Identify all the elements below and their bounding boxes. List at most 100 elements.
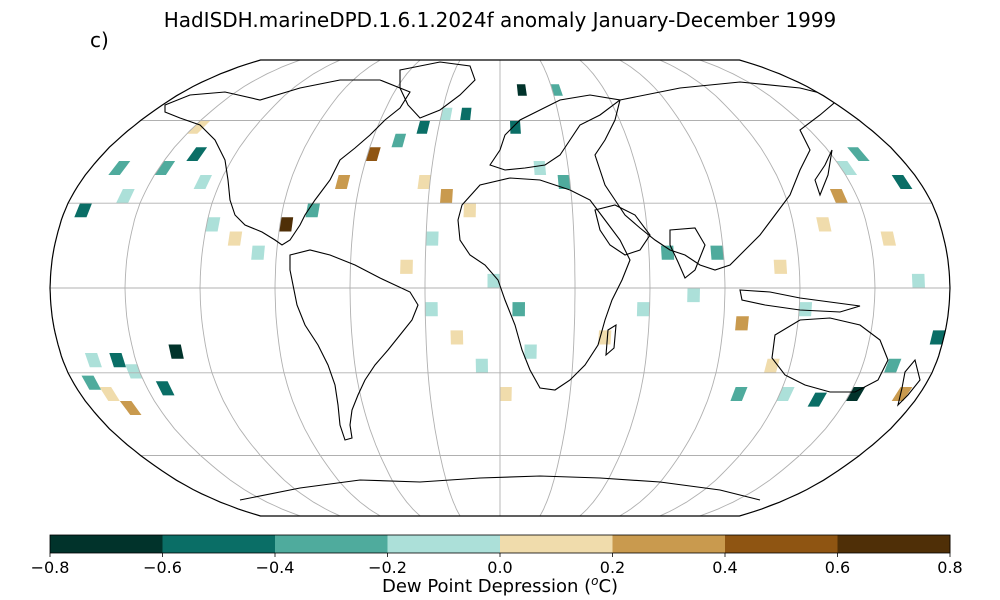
colorbar-tick-label: 0.8 [937, 558, 962, 577]
anomaly-cell [205, 217, 221, 232]
colorbar-tick-label: −0.8 [31, 558, 70, 577]
colorbar-segment [275, 535, 388, 553]
anomaly-cell [735, 316, 749, 331]
anomaly-cell [880, 231, 896, 246]
anomaly-cell [108, 161, 131, 175]
anomaly-cell [636, 302, 650, 317]
coast-antarctica [239, 475, 761, 501]
anomaly-cell [884, 358, 902, 373]
anomaly-cell [81, 375, 102, 390]
anomaly-cell [929, 330, 946, 345]
anomaly-cell [365, 147, 381, 161]
anomaly-cell [891, 387, 913, 401]
anomaly-cell [400, 259, 413, 274]
coast-india [669, 227, 706, 279]
anomaly-cell [440, 189, 453, 204]
anomaly-cell [193, 175, 212, 189]
coast-africa [457, 177, 631, 391]
coast-north-america [164, 79, 411, 246]
anomaly-cell [891, 175, 913, 189]
anomaly-cell [450, 330, 464, 345]
colorbar-tick-label: 0.2 [600, 558, 625, 577]
colorbar-tick-label: −0.6 [143, 558, 182, 577]
colorbar-tick-label: 0.6 [825, 558, 850, 577]
colorbar-tick-label: 0.4 [712, 558, 737, 577]
colorbar-segment [725, 535, 838, 553]
anomaly-cell [84, 353, 102, 368]
anomaly-cell [186, 120, 211, 134]
anomaly-cell [524, 344, 537, 359]
coast-indonesia [739, 289, 861, 313]
anomaly-cell [463, 203, 476, 218]
anomaly-cell [425, 231, 439, 246]
anomaly-cell [425, 302, 438, 317]
anomaly-cell [460, 107, 472, 121]
anomaly-cell [487, 273, 500, 288]
anomaly-cell [829, 189, 848, 204]
coast-greenland [399, 61, 476, 119]
anomaly-cell [475, 358, 488, 373]
colorbar [49, 534, 951, 554]
anomaly-cell [500, 387, 512, 401]
anomaly-cell [710, 245, 724, 260]
anomaly-cell [776, 387, 795, 401]
coast-australia [771, 317, 889, 393]
map-boundary [49, 59, 951, 517]
anomaly-cell [116, 189, 135, 204]
anomaly-cell [335, 175, 351, 189]
coastlines [164, 61, 921, 501]
anomaly-cell [74, 203, 92, 218]
graticule [50, 60, 950, 516]
anomaly-cell [440, 107, 453, 121]
anomaly-cell [109, 353, 126, 368]
colorbar-segment [50, 535, 163, 553]
anomaly-cell [119, 401, 142, 415]
coast-madagascar [605, 323, 617, 357]
anomaly-cell [911, 273, 925, 288]
anomaly-cell [279, 217, 294, 232]
anomaly-cell [154, 161, 176, 175]
anomaly-cell [845, 387, 866, 401]
anomaly-cell [687, 288, 700, 303]
anomaly-cell [416, 120, 431, 134]
coast-europe [489, 94, 622, 171]
anomaly-cell [391, 133, 407, 148]
anomaly-cell [155, 381, 175, 396]
colorbar-segment [837, 535, 951, 553]
colorbar-tick-label: −0.4 [256, 558, 295, 577]
anomaly-cell [168, 344, 184, 359]
anomaly-cell [550, 84, 563, 96]
colorbar-segment [500, 535, 613, 553]
map-title: HadISDH.marineDPD.1.6.1.2024f anomaly Ja… [163, 8, 837, 32]
colorbar-segment [162, 535, 276, 553]
anomaly-cells [74, 84, 946, 415]
anomaly-cell [516, 84, 527, 96]
anomaly-cell [798, 302, 813, 317]
anomaly-cell [512, 302, 525, 317]
anomaly-cell [227, 231, 243, 246]
coast-arabia [594, 204, 651, 256]
anomaly-cell [533, 161, 547, 175]
anomaly-cell [773, 259, 788, 274]
colorbar-ticks: −0.8 −0.6 −0.4 −0.2 0.0 0.2 0.4 0.6 0.8 [31, 553, 963, 577]
colorbar-label: Dew Point Depression (oC) [382, 574, 618, 597]
anomaly-cell [847, 147, 870, 161]
anomaly-cell [807, 392, 827, 407]
anomaly-cell [251, 245, 265, 260]
coast-asia [594, 81, 842, 271]
anomaly-cell [557, 175, 571, 189]
anomaly-cell [305, 203, 320, 218]
colorbar-segment [612, 535, 726, 553]
colorbar-segment [387, 535, 501, 553]
colorbar-tick-label: 0.0 [487, 558, 512, 577]
anomaly-cell [186, 147, 208, 161]
anomaly-cell [816, 217, 832, 232]
anomaly-cell [836, 161, 858, 175]
colorbar-tick-label: −0.2 [368, 558, 407, 577]
anomaly-cell [510, 120, 521, 134]
anomaly-cell [730, 387, 748, 401]
anomaly-cell [99, 387, 120, 401]
panel-label: c) [90, 28, 109, 52]
anomaly-cell [417, 175, 431, 189]
